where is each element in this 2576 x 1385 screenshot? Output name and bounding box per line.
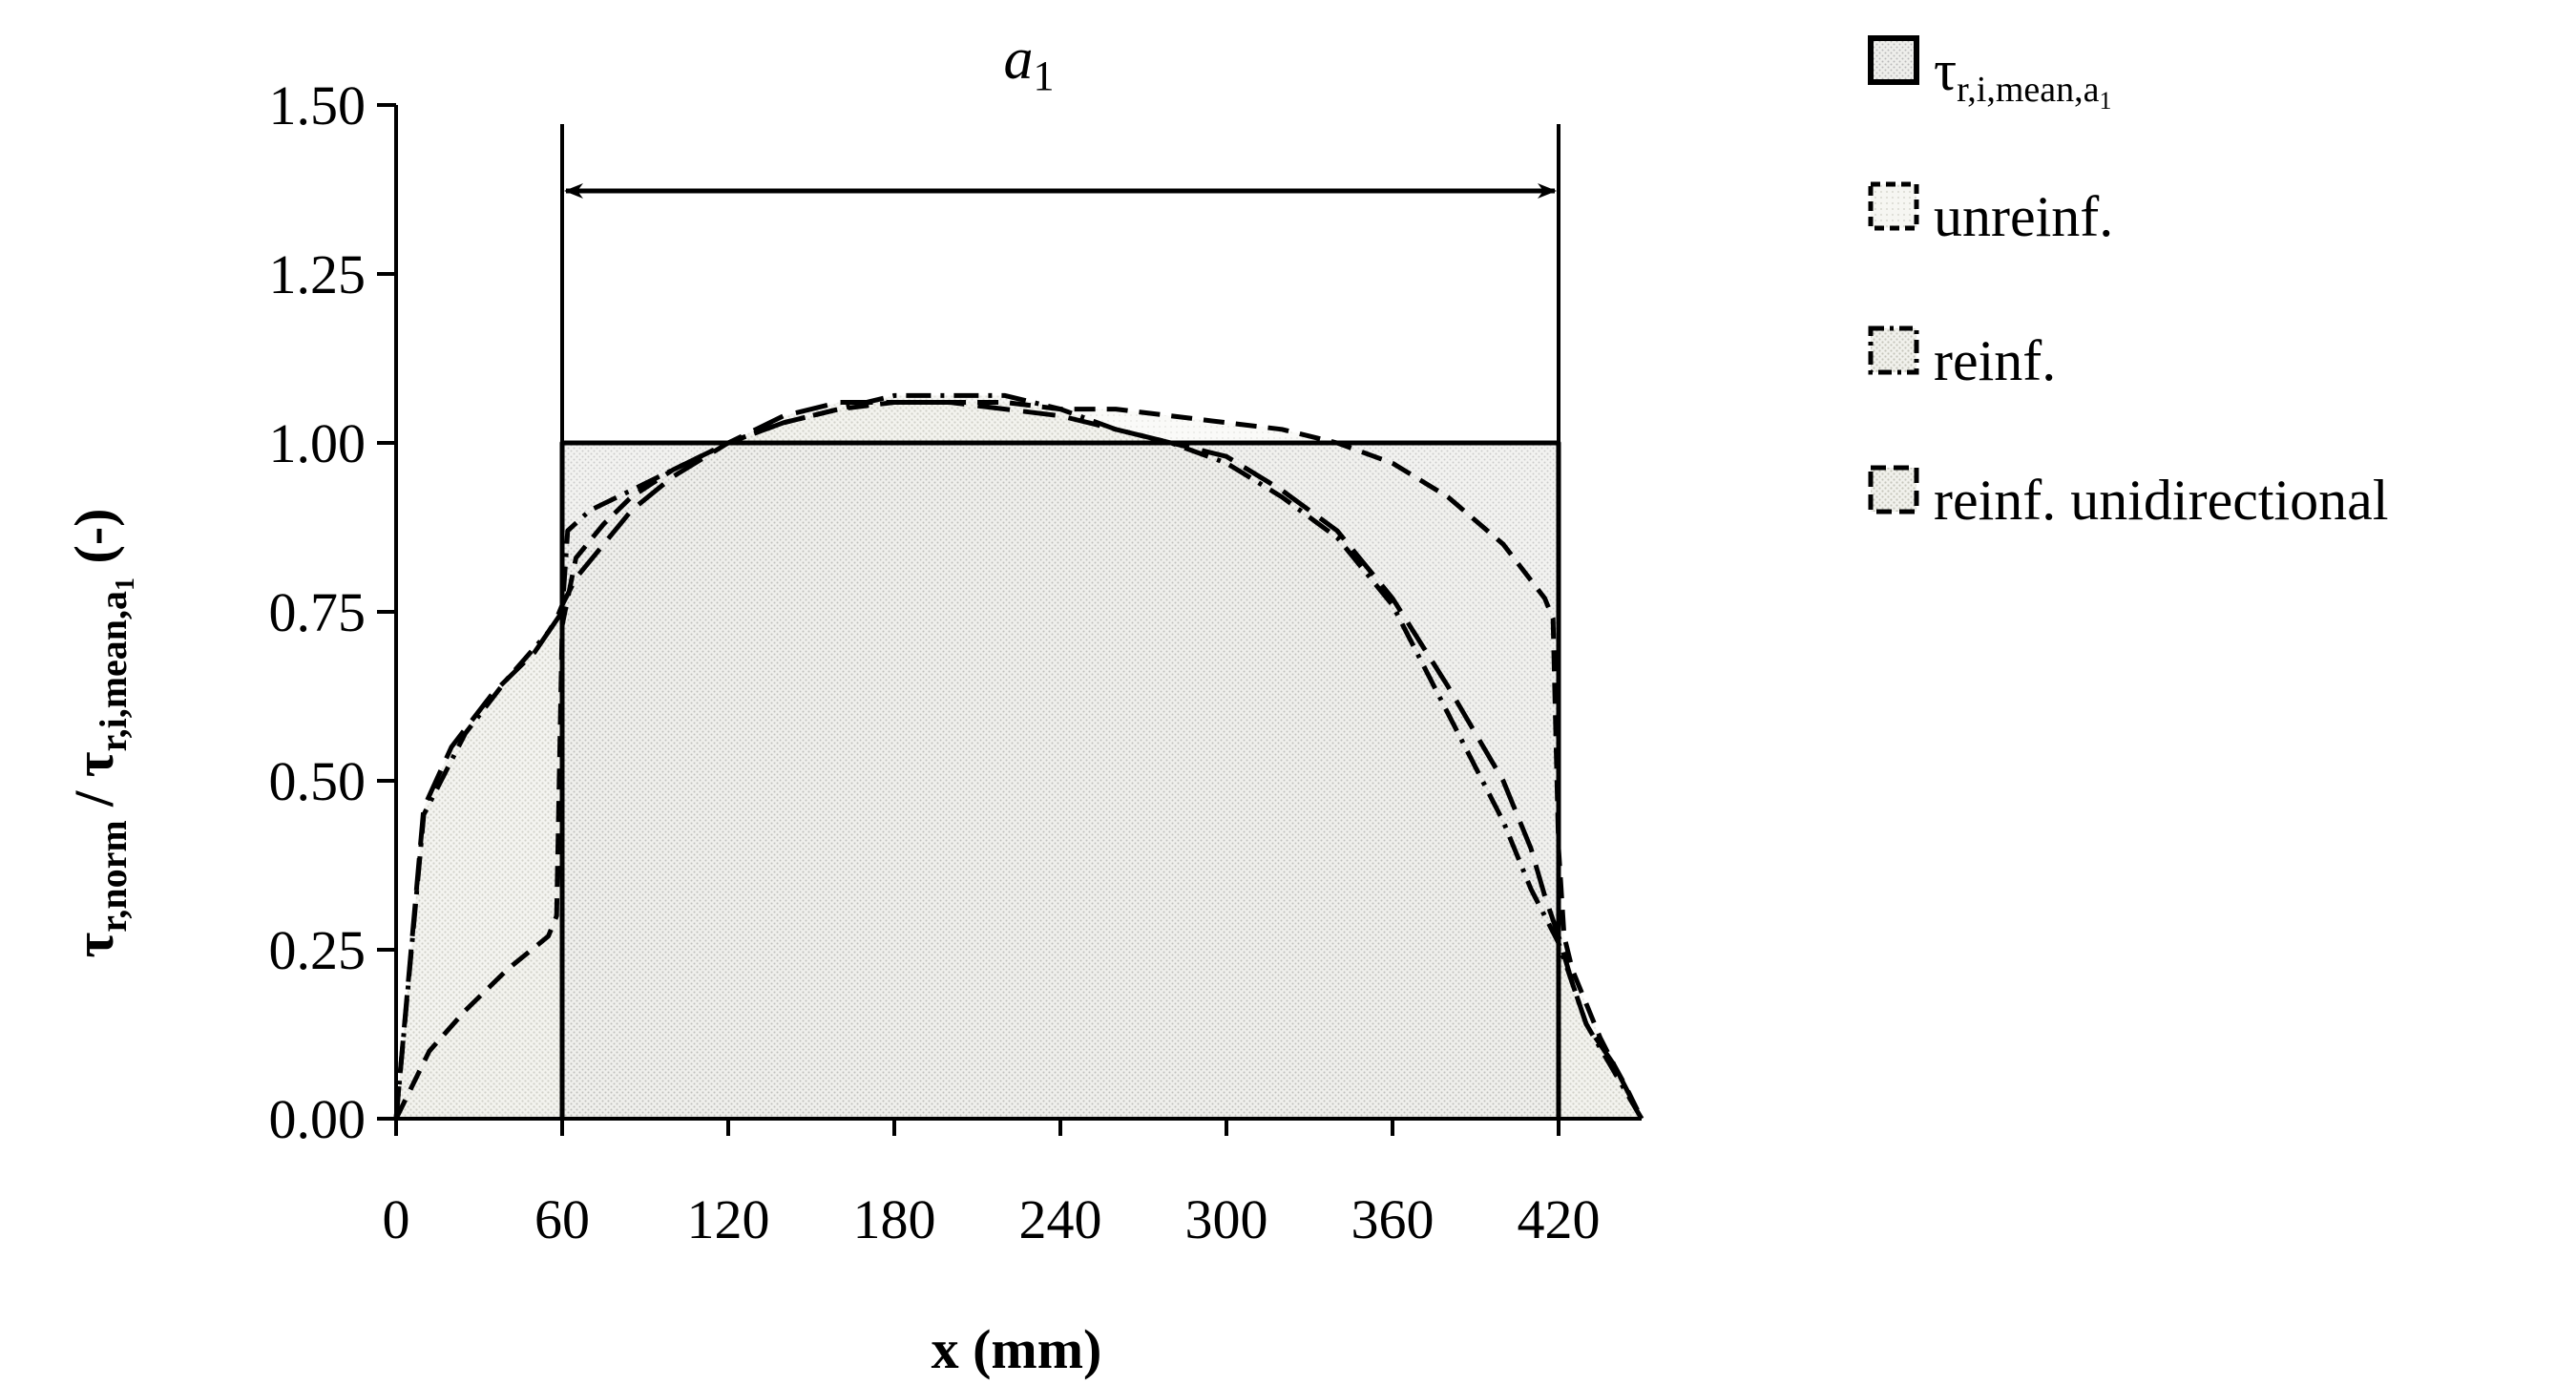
legend-swatch	[1868, 35, 1919, 85]
legend-item: reinf.	[1868, 325, 2056, 392]
x-tick-label: 360	[1351, 1188, 1435, 1250]
legend-item: reinf. unidirectional	[1868, 465, 2388, 532]
series-line-3	[393, 400, 1644, 1121]
series-fill-0	[562, 443, 1559, 1119]
dimension-label: a1	[1004, 27, 1055, 99]
y-axis-title: τr,norm / τr,i,mean,a1 (-)	[63, 509, 140, 958]
x-tick-label: 240	[1019, 1188, 1102, 1250]
x-tick-label: 0	[383, 1188, 410, 1250]
legend-label: τr,i,mean,a1	[1934, 39, 2111, 115]
y-tick-label: 1.00	[269, 412, 367, 474]
y-tick-label: 0.75	[269, 581, 367, 643]
legend-item: unreinf.	[1868, 181, 2113, 248]
x-axis-title: x (mm)	[932, 1318, 1102, 1380]
y-tick-label: 1.25	[269, 243, 367, 305]
x-tick-label: 60	[534, 1188, 590, 1250]
legend-label: reinf. unidirectional	[1934, 469, 2388, 532]
x-tick-label: 420	[1518, 1188, 1601, 1250]
legend-label: unreinf.	[1934, 185, 2113, 248]
dimension-annotation	[560, 124, 1560, 1119]
x-tick-label: 180	[853, 1188, 936, 1250]
y-tick-label: 0.00	[269, 1088, 367, 1150]
legend-swatch	[1868, 465, 1919, 514]
y-tick-label: 1.50	[269, 74, 367, 136]
x-tick-label: 300	[1185, 1188, 1268, 1250]
y-tick-label: 0.50	[269, 750, 367, 812]
x-tick-label: 120	[687, 1188, 770, 1250]
axes: 0.00 0.25 0.50 0.75 1.00 1.25 1.50 0 60 120 180 240…	[269, 74, 1642, 1250]
y-tick-label: 0.25	[269, 919, 367, 981]
legend-swatch	[1868, 325, 1919, 375]
legend: τr,i,mean,a1 unreinf. reinf. reinf. unidire…	[1868, 35, 2388, 532]
legend-swatch	[1868, 181, 1919, 231]
series-fills	[396, 395, 1642, 1119]
legend-label: reinf.	[1934, 329, 2056, 392]
legend-item: τr,i,mean,a1	[1868, 35, 2111, 115]
